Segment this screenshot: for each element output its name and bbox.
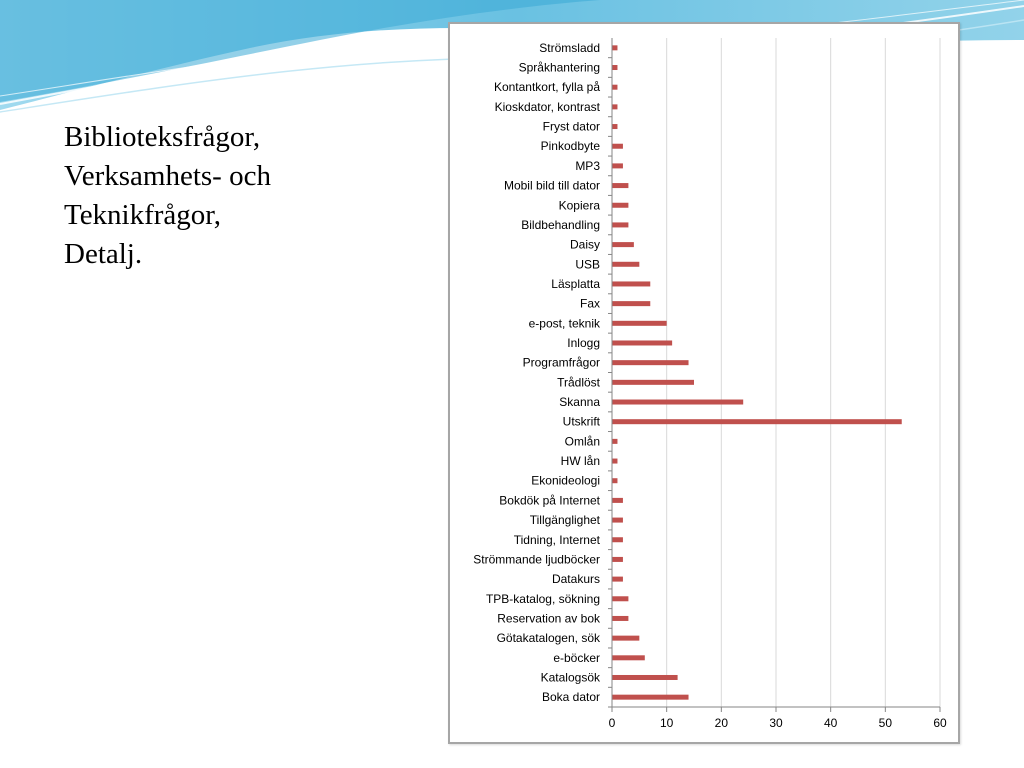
bar	[612, 635, 640, 641]
x-tick-label: 30	[769, 716, 783, 730]
x-tick-label: 0	[609, 716, 616, 730]
category-label: Kioskdator, kontrast	[495, 100, 601, 114]
category-label: Inlogg	[567, 336, 600, 350]
bar-chart: Strömsladd Språkhantering Kontantkort, fyl…	[473, 38, 947, 730]
bar	[612, 183, 629, 189]
category-label: Götakatalogen, sök	[497, 631, 601, 645]
category-label: Kontantkort, fylla på	[494, 80, 600, 94]
bar	[612, 65, 618, 71]
bar	[612, 497, 623, 503]
category-label: Skanna	[559, 395, 600, 409]
slide-title: Biblioteksfrågor, Verksamhets- och Tekni…	[64, 118, 364, 274]
category-label: Tidning, Internet	[514, 533, 601, 547]
bar	[612, 399, 744, 405]
bar	[612, 655, 645, 661]
bar	[612, 694, 689, 700]
category-label: Strömsladd	[539, 41, 600, 55]
bar	[612, 438, 618, 444]
category-label: Läsplatta	[551, 277, 600, 291]
bar	[612, 360, 689, 366]
category-label: Utskrift	[563, 415, 601, 429]
category-label: Pinkodbyte	[541, 139, 601, 153]
category-label: MP3	[575, 159, 600, 173]
bar	[612, 556, 623, 562]
category-label: e-post, teknik	[529, 316, 601, 330]
bar	[612, 242, 634, 248]
bar	[612, 674, 678, 680]
bar	[612, 419, 902, 425]
title-line-4: Detalj.	[64, 238, 143, 270]
bars	[612, 45, 902, 700]
category-label: Kopiera	[559, 198, 601, 212]
title-line-3: Teknikfrågor,	[64, 199, 222, 231]
bar	[612, 143, 623, 149]
bar	[612, 261, 640, 267]
bar	[612, 517, 623, 523]
category-labels: Strömsladd Språkhantering Kontantkort, fyl…	[473, 41, 601, 704]
category-label: Reservation av bok	[497, 611, 601, 625]
category-label: Programfrågor	[523, 356, 600, 370]
bar	[612, 596, 629, 602]
category-label: USB	[575, 257, 600, 271]
bar	[612, 379, 694, 385]
category-label: Ekonideologi	[531, 474, 600, 488]
x-tick-labels: 0 10 20 30 40 50 60	[609, 716, 947, 730]
category-label: Tillgänglighet	[530, 513, 601, 527]
bar	[612, 222, 629, 228]
bar	[612, 458, 618, 464]
x-tick-label: 20	[715, 716, 729, 730]
category-label: Bildbehandling	[521, 218, 600, 232]
category-label: Strömmande ljudböcker	[473, 552, 600, 566]
bar	[612, 163, 623, 169]
axes	[608, 38, 941, 712]
x-tick-label: 60	[933, 716, 947, 730]
category-label: Katalogsök	[541, 670, 601, 684]
bar	[612, 320, 667, 326]
x-tick-label: 40	[824, 716, 838, 730]
bar	[612, 281, 651, 287]
title-line-2: Verksamhets- och	[64, 160, 271, 192]
title-line-1: Biblioteksfrågor,	[64, 121, 261, 153]
bar	[612, 124, 618, 130]
bar	[612, 301, 651, 307]
category-label: Datakurs	[552, 572, 600, 586]
category-label: Fax	[580, 297, 600, 311]
category-label: Språkhantering	[519, 61, 600, 75]
bar	[612, 45, 618, 51]
bar	[612, 104, 618, 110]
category-label: Mobil bild till dator	[504, 179, 600, 193]
bar	[612, 615, 629, 621]
category-label: e-böcker	[553, 651, 600, 665]
chart-frame: Strömsladd Språkhantering Kontantkort, fyl…	[448, 22, 960, 744]
bar	[612, 478, 618, 484]
x-tick-label: 10	[660, 716, 674, 730]
bar	[612, 84, 618, 90]
category-label: TPB-katalog, sökning	[486, 592, 600, 606]
bar	[612, 202, 629, 208]
x-tick-label: 50	[879, 716, 893, 730]
category-label: Trådlöst	[557, 375, 601, 389]
bar	[612, 537, 623, 543]
bar	[612, 340, 673, 346]
gridlines	[666, 38, 941, 707]
category-label: Fryst dator	[543, 120, 600, 134]
category-label: Daisy	[570, 238, 600, 252]
category-label: HW lån	[561, 454, 600, 468]
category-label: Bokdök på Internet	[499, 493, 600, 507]
category-label: Omlån	[565, 434, 600, 448]
category-label: Boka dator	[542, 690, 600, 704]
bar	[612, 576, 623, 582]
